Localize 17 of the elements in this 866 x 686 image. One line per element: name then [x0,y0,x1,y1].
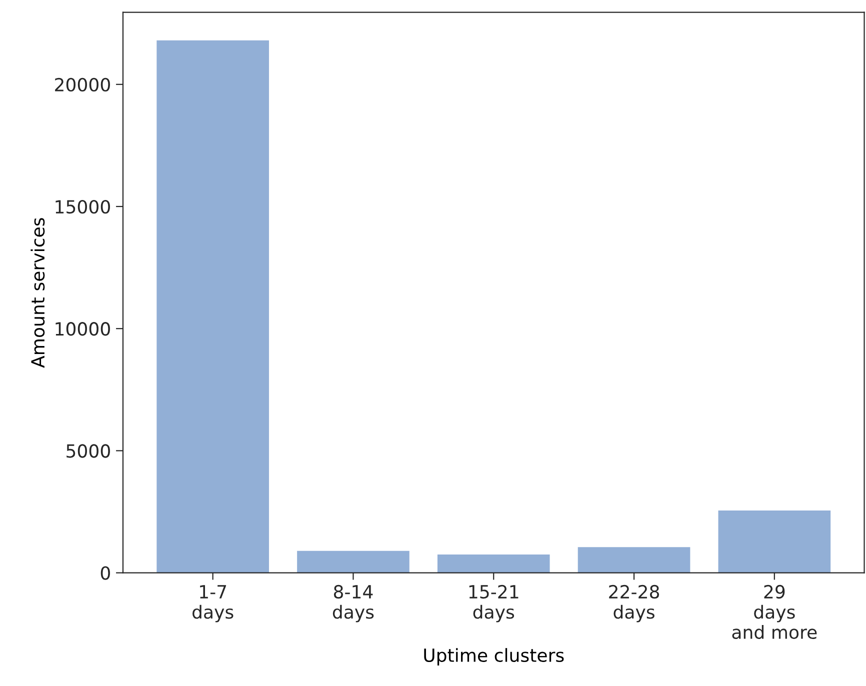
x-tick-label: 29 days and more [732,584,817,640]
bar [578,547,690,573]
y-tick-label: 5000 [66,444,110,458]
bar [156,40,269,573]
x-axis-title: Uptime clusters [424,648,564,666]
x-tick-label: 1-7 days [192,585,234,622]
y-tick-label: 15000 [56,200,110,214]
bar [297,550,410,573]
x-tick-label: 8-14 days [332,584,374,622]
x-tick-label: 22-28 days [609,584,660,622]
x-tick-label: 15-21 days [469,584,518,622]
y-axis-title: Amount services [30,218,45,368]
bar [437,554,550,573]
y-tick-label: 20000 [55,78,110,92]
y-tick-label: 0 [100,566,110,580]
y-tick-label: 10000 [56,322,110,336]
bar [718,510,831,573]
